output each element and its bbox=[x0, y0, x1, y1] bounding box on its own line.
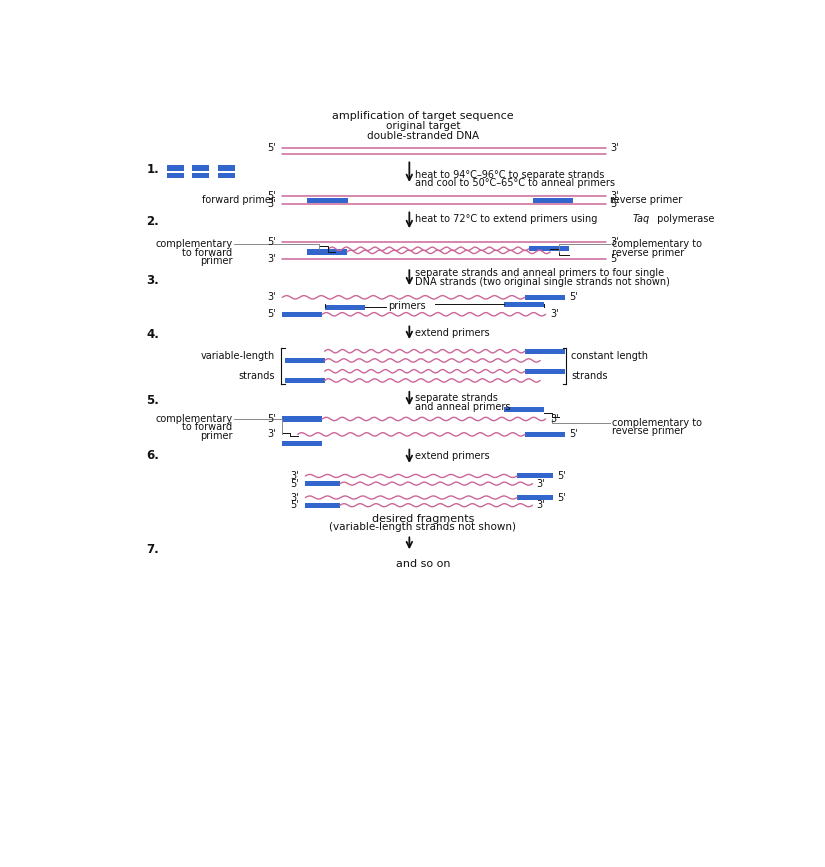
Text: strands: strands bbox=[238, 371, 275, 381]
Text: 5': 5' bbox=[267, 310, 276, 319]
Text: complementary to: complementary to bbox=[612, 418, 702, 427]
Bar bbox=[517, 473, 554, 479]
Text: heat to 72°C to extend primers using: heat to 72°C to extend primers using bbox=[416, 214, 601, 224]
Text: 1.: 1. bbox=[147, 163, 159, 176]
Text: 5': 5' bbox=[610, 199, 619, 209]
Text: 5': 5' bbox=[568, 429, 578, 440]
Text: 3': 3' bbox=[536, 500, 545, 510]
Text: and anneal primers: and anneal primers bbox=[416, 401, 511, 412]
Bar bbox=[167, 173, 184, 179]
Text: original target: original target bbox=[385, 121, 460, 132]
Bar bbox=[285, 378, 324, 383]
Bar bbox=[285, 358, 324, 363]
Text: 3': 3' bbox=[267, 254, 276, 264]
Text: primer: primer bbox=[200, 431, 232, 441]
Bar bbox=[529, 246, 568, 251]
Bar bbox=[218, 166, 234, 171]
Text: 5': 5' bbox=[610, 254, 619, 264]
Text: separate strands: separate strands bbox=[416, 393, 498, 403]
Text: 5': 5' bbox=[267, 237, 276, 247]
Text: strands: strands bbox=[571, 371, 607, 381]
Text: and cool to 50°C–65°C to anneal primers: and cool to 50°C–65°C to anneal primers bbox=[416, 179, 615, 188]
Text: primers: primers bbox=[388, 301, 426, 310]
Bar bbox=[282, 441, 323, 447]
Text: extend primers: extend primers bbox=[416, 451, 490, 461]
Text: heat to 94°C–96°C to separate strands: heat to 94°C–96°C to separate strands bbox=[416, 170, 605, 179]
Text: 5': 5' bbox=[290, 479, 299, 489]
Text: reverse primer: reverse primer bbox=[612, 427, 684, 436]
Text: 6.: 6. bbox=[147, 449, 159, 462]
Text: 7.: 7. bbox=[147, 544, 159, 557]
Text: 5': 5' bbox=[267, 192, 276, 201]
Text: desired fragments: desired fragments bbox=[371, 514, 474, 524]
Bar bbox=[282, 416, 323, 421]
Bar bbox=[525, 295, 565, 300]
Text: variable-length: variable-length bbox=[200, 351, 275, 361]
Text: 3': 3' bbox=[550, 414, 559, 424]
Text: complementary: complementary bbox=[155, 414, 232, 424]
Bar bbox=[307, 249, 347, 255]
Bar bbox=[533, 198, 573, 203]
Text: 3': 3' bbox=[610, 192, 619, 201]
Text: 5': 5' bbox=[557, 492, 566, 503]
Bar bbox=[305, 481, 340, 486]
Text: 5': 5' bbox=[267, 143, 276, 153]
Bar bbox=[525, 349, 565, 354]
Bar bbox=[525, 432, 565, 437]
Text: complementary: complementary bbox=[155, 239, 232, 249]
Text: extend primers: extend primers bbox=[416, 328, 490, 338]
Text: complementary to: complementary to bbox=[612, 239, 702, 249]
Text: reverse primer: reverse primer bbox=[610, 195, 682, 205]
Text: 5': 5' bbox=[290, 500, 299, 510]
Text: amplification of target sequence: amplification of target sequence bbox=[332, 111, 514, 121]
Text: 3': 3' bbox=[290, 492, 299, 503]
Text: forward primer: forward primer bbox=[201, 195, 275, 205]
Text: constant length: constant length bbox=[571, 351, 648, 361]
Text: Taq: Taq bbox=[633, 214, 650, 224]
Text: primer: primer bbox=[200, 256, 232, 266]
Text: 5': 5' bbox=[557, 471, 566, 481]
Text: 5.: 5. bbox=[147, 394, 159, 407]
Bar bbox=[305, 503, 340, 508]
Text: 3': 3' bbox=[536, 479, 545, 489]
Bar bbox=[324, 304, 365, 310]
Bar bbox=[192, 166, 209, 171]
Text: 3.: 3. bbox=[147, 274, 159, 287]
Text: 3': 3' bbox=[290, 471, 299, 481]
Text: 5': 5' bbox=[267, 414, 276, 424]
Text: 3': 3' bbox=[267, 429, 276, 440]
Text: 3': 3' bbox=[267, 292, 276, 303]
Bar bbox=[504, 302, 544, 307]
Bar bbox=[167, 166, 184, 171]
Text: polymerase: polymerase bbox=[654, 214, 714, 224]
Text: 5': 5' bbox=[568, 292, 578, 303]
Bar bbox=[525, 368, 565, 374]
Text: to forward: to forward bbox=[182, 248, 232, 257]
Bar bbox=[307, 198, 348, 203]
Bar bbox=[517, 495, 554, 500]
Text: 3': 3' bbox=[610, 237, 619, 247]
Text: DNA strands (two original single strands not shown): DNA strands (two original single strands… bbox=[416, 277, 671, 287]
Text: reverse primer: reverse primer bbox=[612, 248, 684, 257]
Text: separate strands and anneal primers to four single: separate strands and anneal primers to f… bbox=[416, 269, 665, 278]
Text: 3': 3' bbox=[267, 199, 276, 209]
Text: to forward: to forward bbox=[182, 422, 232, 433]
Bar bbox=[218, 173, 234, 179]
Text: double-stranded DNA: double-stranded DNA bbox=[367, 132, 478, 141]
Text: 3': 3' bbox=[550, 310, 559, 319]
Text: 3': 3' bbox=[610, 143, 619, 153]
Bar bbox=[192, 173, 209, 179]
Text: and so on: and so on bbox=[395, 558, 450, 569]
Text: (variable-length strands not shown): (variable-length strands not shown) bbox=[329, 522, 516, 531]
Text: 4.: 4. bbox=[147, 328, 159, 341]
Text: 2.: 2. bbox=[147, 214, 159, 227]
Bar bbox=[504, 407, 544, 413]
Bar bbox=[282, 311, 323, 317]
